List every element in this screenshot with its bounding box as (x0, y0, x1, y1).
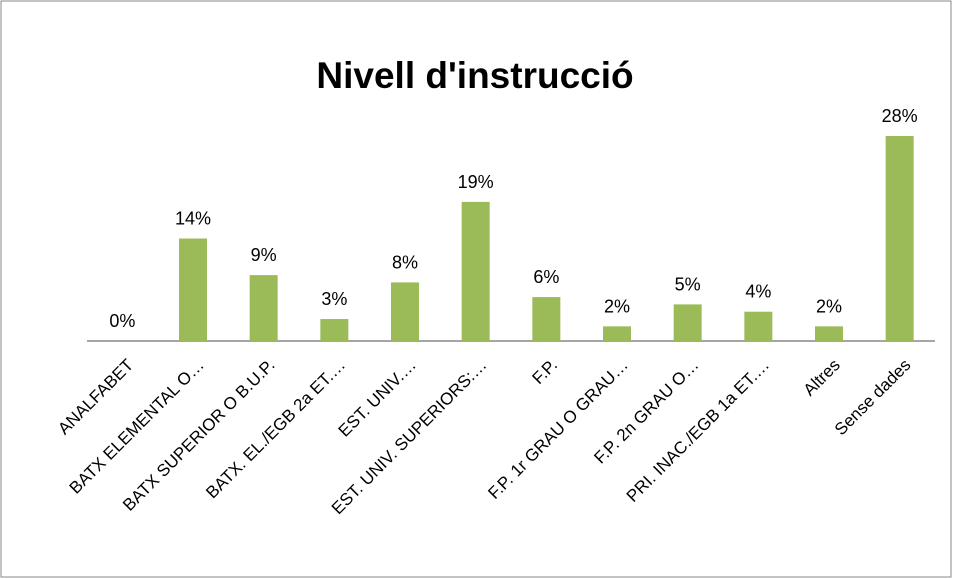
data-label: 8% (392, 252, 418, 272)
data-label: 28% (882, 106, 918, 126)
bar (108, 341, 137, 342)
bar (249, 275, 278, 341)
bar (603, 326, 631, 341)
bar (532, 297, 561, 341)
bar (391, 282, 419, 341)
data-label: 14% (175, 209, 211, 229)
bar (461, 201, 490, 341)
bar (673, 304, 702, 341)
bar (179, 238, 207, 341)
bar (744, 311, 773, 341)
data-label: 9% (251, 245, 277, 265)
data-label: 19% (458, 172, 494, 192)
bar (815, 326, 843, 341)
data-label: 5% (675, 274, 701, 294)
data-label: 2% (604, 296, 630, 316)
data-label: 6% (533, 267, 559, 287)
chart-title: Nivell d'instrucció (316, 55, 633, 96)
data-label: 0% (109, 311, 135, 331)
data-label: 3% (321, 289, 347, 309)
data-label: 4% (745, 282, 771, 302)
bar (320, 319, 349, 341)
data-label: 2% (816, 296, 842, 316)
bar (885, 136, 914, 341)
